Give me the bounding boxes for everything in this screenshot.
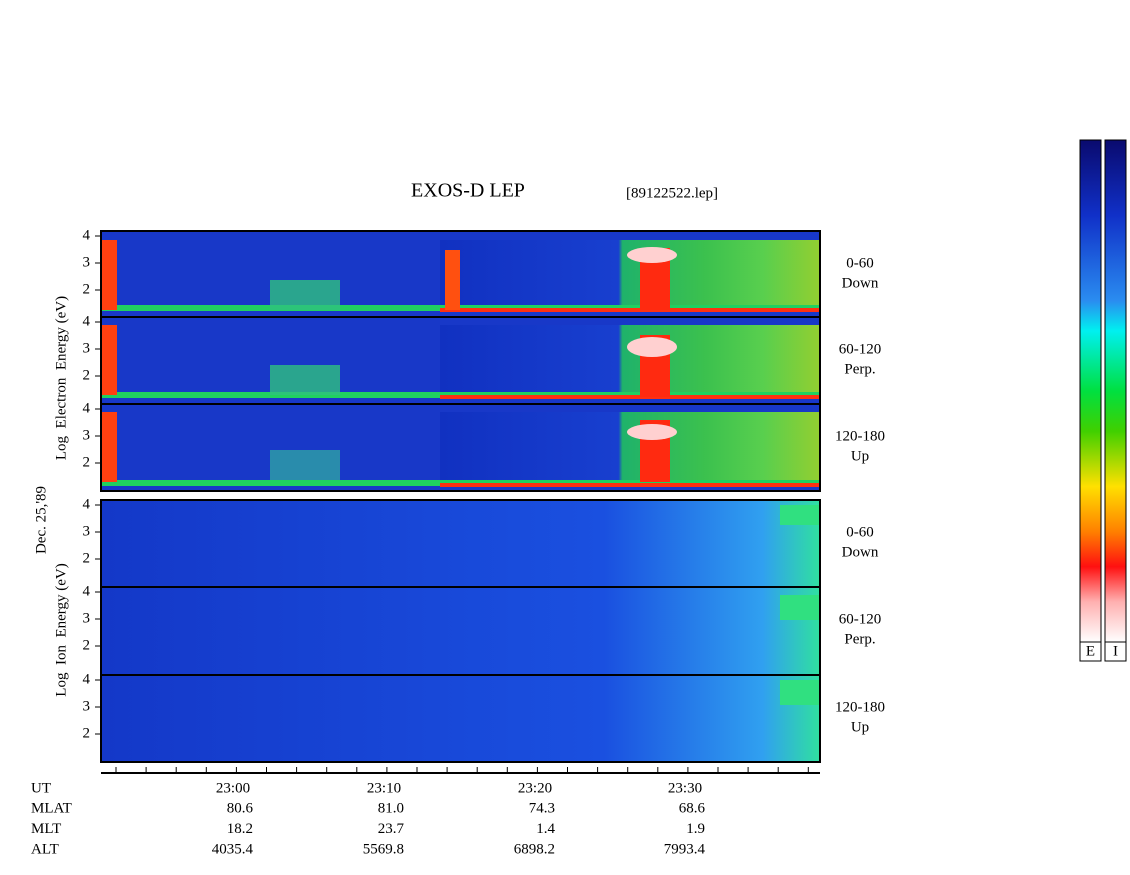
orbit-name: ALT bbox=[31, 841, 59, 857]
orbit-value: 18.2 bbox=[227, 821, 253, 837]
colorbar bbox=[1079, 139, 1102, 643]
direction-label: Up bbox=[851, 719, 869, 735]
y-tick-label: 4 bbox=[83, 583, 91, 599]
electron-axis-label: Log Electron Energy (eV) bbox=[53, 296, 69, 460]
ion-axis-label: Log Ion Energy (eV) bbox=[53, 563, 69, 696]
orbit-value: 1.9 bbox=[686, 821, 705, 837]
direction-label: Down bbox=[842, 275, 879, 291]
y-tick-label: 4 bbox=[83, 496, 91, 512]
colorbar-label: E bbox=[1086, 643, 1095, 659]
direction-label: Perp. bbox=[844, 631, 875, 647]
orbit-name: MLAT bbox=[31, 801, 72, 817]
angle-label: 60-120 bbox=[839, 611, 882, 627]
y-tick-label: 3 bbox=[83, 698, 91, 714]
orbit-value: 7993.4 bbox=[664, 841, 706, 857]
y-tick-label: 4 bbox=[83, 227, 91, 243]
orbit-value: 23.7 bbox=[378, 821, 405, 837]
direction-label: Up bbox=[851, 448, 869, 464]
angle-label: 120-180 bbox=[835, 699, 885, 715]
date: Dec. 25,'89 bbox=[33, 486, 49, 554]
angle-label: 120-180 bbox=[835, 428, 885, 444]
orbit-value: 5569.8 bbox=[363, 841, 404, 857]
y-tick-label: 2 bbox=[83, 550, 91, 566]
y-tick-label: 3 bbox=[83, 427, 91, 443]
y-tick-label: 4 bbox=[83, 313, 91, 329]
y-tick-label: 3 bbox=[83, 340, 91, 356]
time-label: 23:00 bbox=[216, 780, 250, 796]
time-label: 23:20 bbox=[518, 780, 552, 796]
colorbar-label-box bbox=[1104, 641, 1127, 662]
orbit-value: 4035.4 bbox=[212, 841, 254, 857]
ion-spectrogram bbox=[101, 500, 820, 762]
colorbar-label-box bbox=[1079, 641, 1102, 662]
y-tick-label: 2 bbox=[83, 281, 91, 297]
y-tick-label: 3 bbox=[83, 523, 91, 539]
orbit-value: 6898.2 bbox=[514, 841, 555, 857]
orbit-value: 1.4 bbox=[536, 821, 555, 837]
title: EXOS-D LEP bbox=[411, 180, 525, 202]
time-label: 23:30 bbox=[668, 780, 702, 796]
y-tick-label: 2 bbox=[83, 725, 91, 741]
angle-label: 0-60 bbox=[846, 255, 874, 271]
y-tick-label: 2 bbox=[83, 637, 91, 653]
panel-frames bbox=[100, 230, 821, 763]
y-tick-label: 4 bbox=[83, 400, 91, 416]
y-tick-label: 2 bbox=[83, 367, 91, 383]
orbit-name: UT bbox=[31, 780, 51, 796]
angle-label: 60-120 bbox=[839, 341, 882, 357]
direction-label: Perp. bbox=[844, 361, 875, 377]
angle-label: 0-60 bbox=[846, 524, 874, 540]
colorbar-label: I bbox=[1113, 643, 1118, 659]
orbit-value: 81.0 bbox=[378, 800, 404, 816]
time-label: 23:10 bbox=[367, 780, 401, 796]
y-tick-label: 4 bbox=[83, 671, 91, 687]
orbit-value: 80.6 bbox=[227, 800, 254, 816]
colorbar bbox=[1104, 139, 1127, 643]
y-tick-label: 2 bbox=[83, 454, 91, 470]
orbit-value: 68.6 bbox=[679, 800, 706, 816]
y-tick-label: 3 bbox=[83, 254, 91, 270]
electron-spectrogram bbox=[101, 231, 820, 491]
orbit-value: 74.3 bbox=[529, 800, 555, 816]
y-tick-label: 3 bbox=[83, 610, 91, 626]
orbit-name: MLT bbox=[31, 821, 61, 837]
direction-label: Down bbox=[842, 544, 879, 560]
file-name: [89122522.lep] bbox=[626, 185, 718, 201]
